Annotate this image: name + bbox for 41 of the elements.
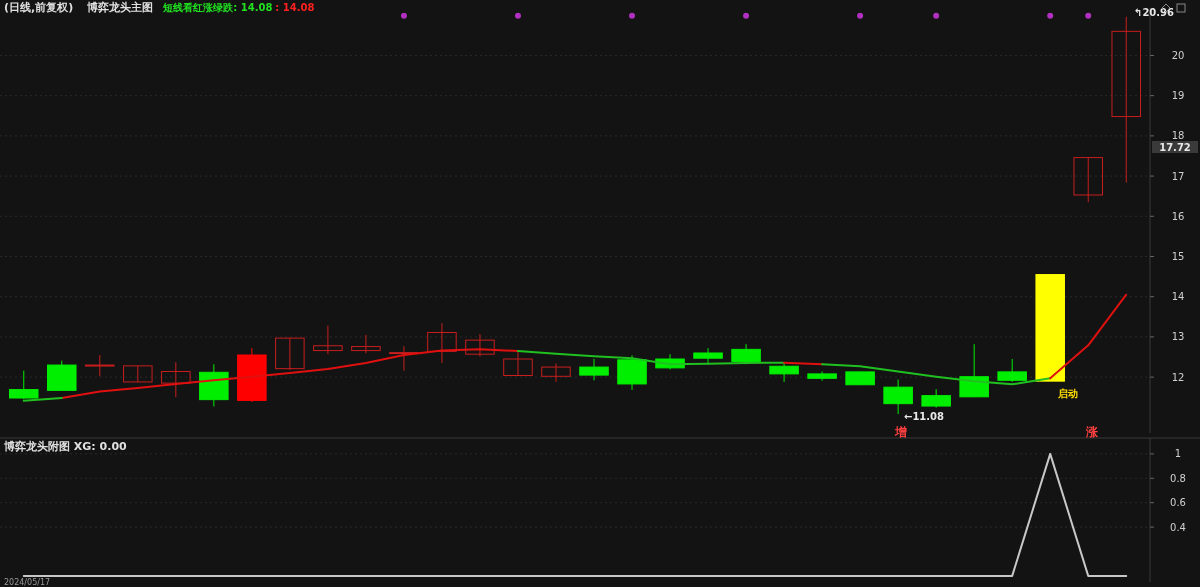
text: 17.72 bbox=[1159, 141, 1191, 153]
annotation: ↰20.96 bbox=[1134, 7, 1175, 18]
chart-subtitle: 博弈龙头主图 bbox=[86, 1, 154, 14]
line-series bbox=[821, 363, 1052, 386]
candlestick bbox=[161, 361, 191, 398]
y-tick-label: 0.6 bbox=[1170, 497, 1186, 509]
annotation: 增 bbox=[894, 425, 907, 439]
candlestick bbox=[1073, 157, 1103, 203]
candlestick bbox=[693, 347, 723, 365]
y-tick-label: 0.4 bbox=[1170, 521, 1186, 533]
y-tick-label: 1 bbox=[1174, 448, 1182, 460]
y-tick-label: 16 bbox=[1171, 210, 1185, 222]
candlestick bbox=[1111, 16, 1141, 183]
candlestick bbox=[389, 345, 419, 372]
chart-title: (日线,前复权) bbox=[4, 1, 74, 14]
y-tick-label: 19 bbox=[1171, 90, 1185, 102]
y-tick-label: 13 bbox=[1171, 331, 1185, 343]
y-tick-label: 20 bbox=[1171, 49, 1185, 61]
y-tick-label: 0.8 bbox=[1170, 472, 1186, 484]
annotation: : 14.08 bbox=[275, 2, 315, 13]
y-tick-label: 18 bbox=[1171, 130, 1185, 142]
candlestick bbox=[541, 362, 571, 383]
y-tick-label: 17 bbox=[1171, 170, 1185, 182]
annotation: 启动 bbox=[1057, 387, 1079, 399]
y-tick-label: 12 bbox=[1171, 371, 1185, 383]
candlestick bbox=[465, 333, 495, 358]
candlestick bbox=[313, 325, 343, 355]
line-series bbox=[516, 349, 786, 366]
annotation: 2024/05/17 bbox=[4, 578, 51, 587]
candlestick bbox=[275, 337, 305, 371]
candlestick bbox=[85, 354, 115, 377]
candlestick bbox=[351, 334, 381, 354]
annotation: 涨 bbox=[1085, 425, 1099, 439]
chart-title: 博弈龙头附图 XG: 0.00 bbox=[3, 440, 128, 453]
line-series bbox=[60, 348, 519, 400]
annotation: ←11.08 bbox=[904, 411, 945, 422]
candlestick bbox=[503, 350, 533, 376]
annotation: 短线看红涨绿跌: 14.08 bbox=[162, 2, 273, 13]
candlestick bbox=[427, 322, 457, 364]
y-tick-label: 15 bbox=[1171, 250, 1185, 262]
y-tick-label: 14 bbox=[1171, 291, 1185, 303]
